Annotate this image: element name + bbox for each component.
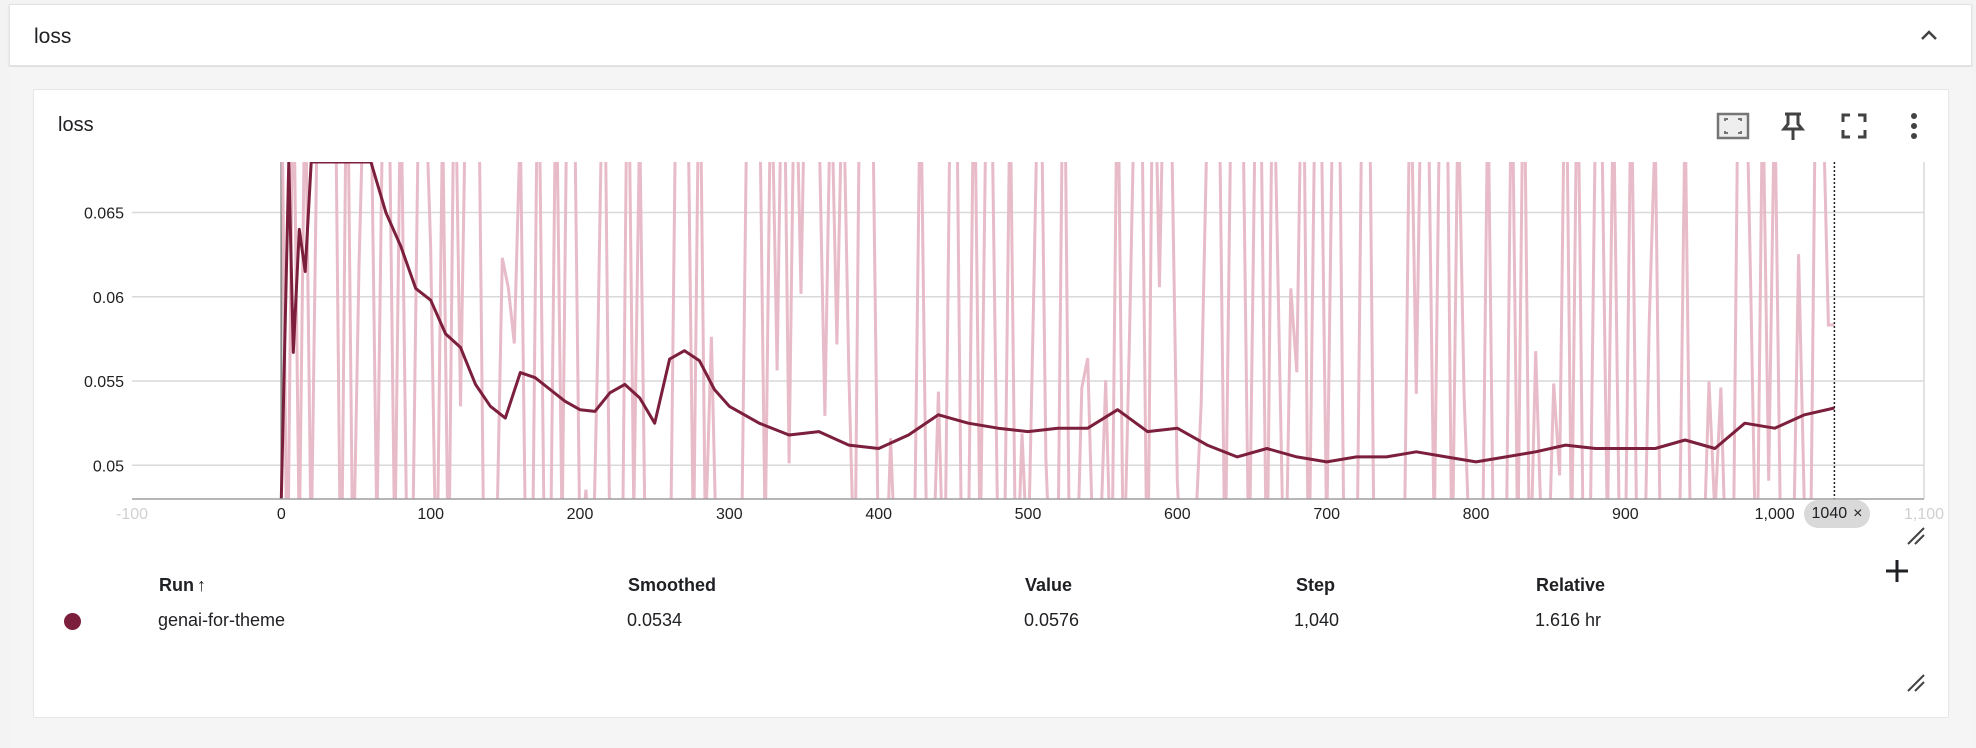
- col-header-relative[interactable]: Relative: [1536, 575, 1606, 595]
- close-icon[interactable]: ×: [1853, 505, 1863, 522]
- raw-series-line: [281, 162, 1835, 499]
- x-tick-label: 700: [1313, 506, 1340, 523]
- group-title: loss: [34, 25, 72, 48]
- step-marker-chip[interactable]: 1040 ×: [1804, 500, 1870, 528]
- step-marker-label: 1040: [1811, 505, 1848, 522]
- add-column-button[interactable]: [1882, 556, 1912, 586]
- row-step: 1,040: [1294, 610, 1340, 630]
- y-tick-label: 0.05: [93, 458, 124, 475]
- x-tick-label: 1,000: [1755, 506, 1795, 523]
- sort-arrow-icon[interactable]: ↑: [197, 575, 206, 595]
- pin-icon[interactable]: [1775, 108, 1811, 144]
- series-genai-for-theme: [279, 162, 1835, 499]
- x-tick-label: 900: [1612, 506, 1639, 523]
- col-header-value[interactable]: Value: [1025, 575, 1073, 595]
- x-tick-label: 300: [716, 506, 743, 523]
- x-tick-label: 1,100: [1904, 506, 1944, 523]
- col-header-step[interactable]: Step: [1296, 575, 1336, 595]
- x-tick-label: 100: [417, 506, 444, 523]
- x-tick-label: 400: [865, 506, 892, 523]
- col-header-run[interactable]: Run ↑: [159, 575, 206, 595]
- card-title: loss: [58, 114, 94, 136]
- row-relative: 1.616 hr: [1535, 610, 1602, 630]
- x-tick-label: -100: [116, 506, 148, 523]
- group-header[interactable]: loss: [9, 4, 1972, 66]
- chevron-up-icon[interactable]: [1913, 19, 1945, 51]
- y-tick-label: 0.065: [84, 206, 124, 223]
- fit-domain-icon[interactable]: [1715, 108, 1751, 144]
- x-tick-label: 600: [1164, 506, 1191, 523]
- y-tick-label: 0.055: [84, 374, 124, 391]
- col-header-smoothed[interactable]: Smoothed: [628, 575, 716, 595]
- more-vert-icon[interactable]: [1896, 108, 1932, 144]
- row-value: 0.0576: [1024, 610, 1080, 630]
- y-tick-label: 0.06: [93, 290, 124, 307]
- fullscreen-icon[interactable]: [1836, 108, 1872, 144]
- plus-icon: [1886, 560, 1908, 582]
- x-tick-label: 0: [277, 506, 286, 523]
- x-tick-label: 200: [567, 506, 594, 523]
- resize-handle-icon[interactable]: [1905, 672, 1927, 694]
- x-tick-label: 500: [1015, 506, 1042, 523]
- row-run-name: genai-for-theme: [158, 610, 286, 630]
- row-smoothed: 0.0534: [627, 610, 683, 630]
- x-tick-label: 800: [1463, 506, 1490, 523]
- run-color-dot[interactable]: [64, 613, 81, 630]
- resize-handle-icon[interactable]: [1905, 525, 1927, 547]
